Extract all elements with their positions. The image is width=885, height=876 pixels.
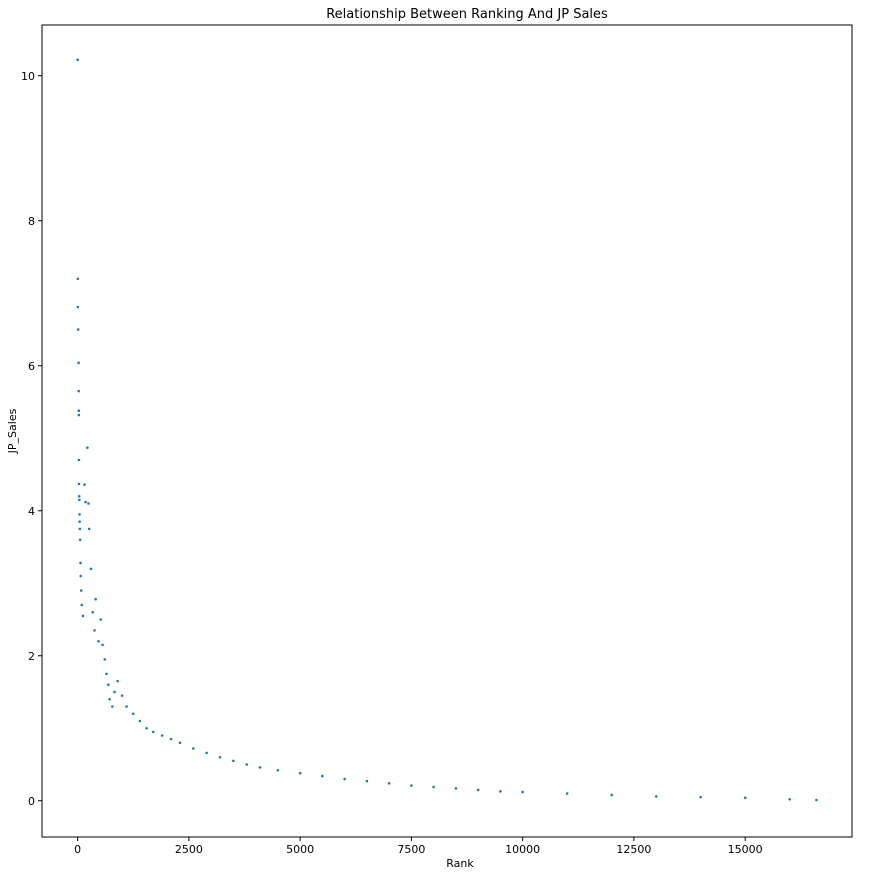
data-point bbox=[97, 639, 100, 643]
data-point bbox=[258, 766, 262, 769]
data-point bbox=[565, 792, 569, 795]
data-point bbox=[76, 58, 79, 62]
data-point bbox=[178, 741, 182, 745]
data-point bbox=[77, 413, 81, 417]
data-point bbox=[476, 788, 480, 792]
x-tick-label: 12500 bbox=[616, 843, 651, 856]
y-axis-ticks: 0 2 4 6 8 10 bbox=[21, 70, 42, 808]
data-point bbox=[815, 798, 818, 802]
data-point bbox=[387, 782, 391, 785]
data-point bbox=[76, 305, 80, 309]
data-point bbox=[654, 795, 658, 798]
data-point bbox=[138, 719, 142, 723]
data-point bbox=[77, 361, 80, 365]
x-axis-ticks: 0 2500 5000 7500 10000 12500 15000 bbox=[74, 837, 763, 856]
data-point bbox=[94, 597, 97, 601]
data-point bbox=[76, 277, 80, 281]
x-tick-label: 0 bbox=[74, 843, 81, 856]
data-point bbox=[454, 787, 458, 790]
data-point bbox=[108, 697, 111, 701]
data-point bbox=[99, 618, 103, 621]
y-tick-label: 6 bbox=[28, 360, 35, 373]
data-point bbox=[232, 759, 235, 763]
x-tick-label: 2500 bbox=[175, 843, 203, 856]
data-point bbox=[521, 790, 524, 794]
data-point bbox=[81, 614, 85, 618]
data-point bbox=[87, 527, 91, 531]
data-point bbox=[77, 409, 81, 413]
data-point bbox=[80, 603, 84, 607]
data-point bbox=[218, 755, 222, 759]
data-point bbox=[432, 785, 435, 789]
data-point bbox=[78, 498, 81, 502]
data-point bbox=[743, 796, 747, 800]
data-point bbox=[83, 483, 86, 486]
data-point bbox=[86, 446, 89, 449]
x-tick-label: 15000 bbox=[728, 843, 763, 856]
data-point bbox=[499, 790, 502, 793]
data-point bbox=[77, 458, 81, 462]
data-point bbox=[113, 690, 116, 694]
data-point bbox=[205, 751, 208, 755]
data-point bbox=[321, 774, 324, 778]
data-point bbox=[365, 779, 369, 783]
data-point bbox=[111, 705, 114, 708]
y-tick-label: 10 bbox=[21, 70, 35, 83]
data-point bbox=[79, 589, 83, 592]
x-axis-label: Rank bbox=[446, 857, 474, 870]
data-point bbox=[89, 567, 93, 571]
data-point bbox=[276, 769, 280, 772]
data-point bbox=[101, 643, 104, 647]
y-tick-label: 8 bbox=[28, 215, 35, 228]
data-point bbox=[131, 712, 135, 716]
data-point bbox=[107, 683, 110, 687]
data-point bbox=[151, 730, 155, 734]
data-point bbox=[84, 500, 87, 504]
y-tick-label: 2 bbox=[28, 650, 35, 663]
data-point bbox=[78, 538, 82, 542]
y-tick-label: 0 bbox=[28, 795, 35, 808]
data-point bbox=[145, 726, 148, 730]
data-point bbox=[87, 502, 90, 505]
data-point bbox=[91, 610, 95, 614]
data-point bbox=[120, 694, 124, 697]
data-point bbox=[788, 798, 791, 801]
data-point bbox=[610, 793, 613, 797]
data-point bbox=[105, 672, 108, 676]
data-point bbox=[77, 482, 81, 486]
data-point bbox=[192, 747, 195, 750]
data-points bbox=[76, 58, 818, 802]
data-point bbox=[76, 328, 80, 331]
data-point bbox=[103, 658, 107, 661]
x-tick-label: 5000 bbox=[286, 843, 314, 856]
data-point bbox=[79, 561, 82, 565]
x-tick-label: 7500 bbox=[397, 843, 425, 856]
data-point bbox=[169, 737, 173, 741]
data-point bbox=[410, 784, 413, 787]
data-point bbox=[79, 574, 83, 578]
data-point bbox=[343, 777, 346, 781]
data-point bbox=[160, 734, 164, 737]
data-point bbox=[77, 494, 81, 498]
data-point bbox=[125, 705, 128, 708]
y-tick-label: 4 bbox=[28, 505, 35, 518]
data-point bbox=[78, 513, 81, 516]
data-point bbox=[298, 771, 302, 775]
data-point bbox=[77, 389, 81, 393]
chart-title: Relationship Between Ranking And JP Sale… bbox=[326, 7, 608, 22]
x-tick-label: 10000 bbox=[505, 843, 540, 856]
data-point bbox=[245, 763, 249, 766]
data-point bbox=[116, 679, 119, 683]
data-point bbox=[93, 629, 96, 632]
data-point bbox=[78, 520, 81, 523]
plot-frame bbox=[41, 24, 853, 838]
data-point bbox=[699, 795, 702, 799]
y-axis-label: JP_Sales bbox=[6, 408, 19, 454]
data-point bbox=[78, 527, 82, 531]
